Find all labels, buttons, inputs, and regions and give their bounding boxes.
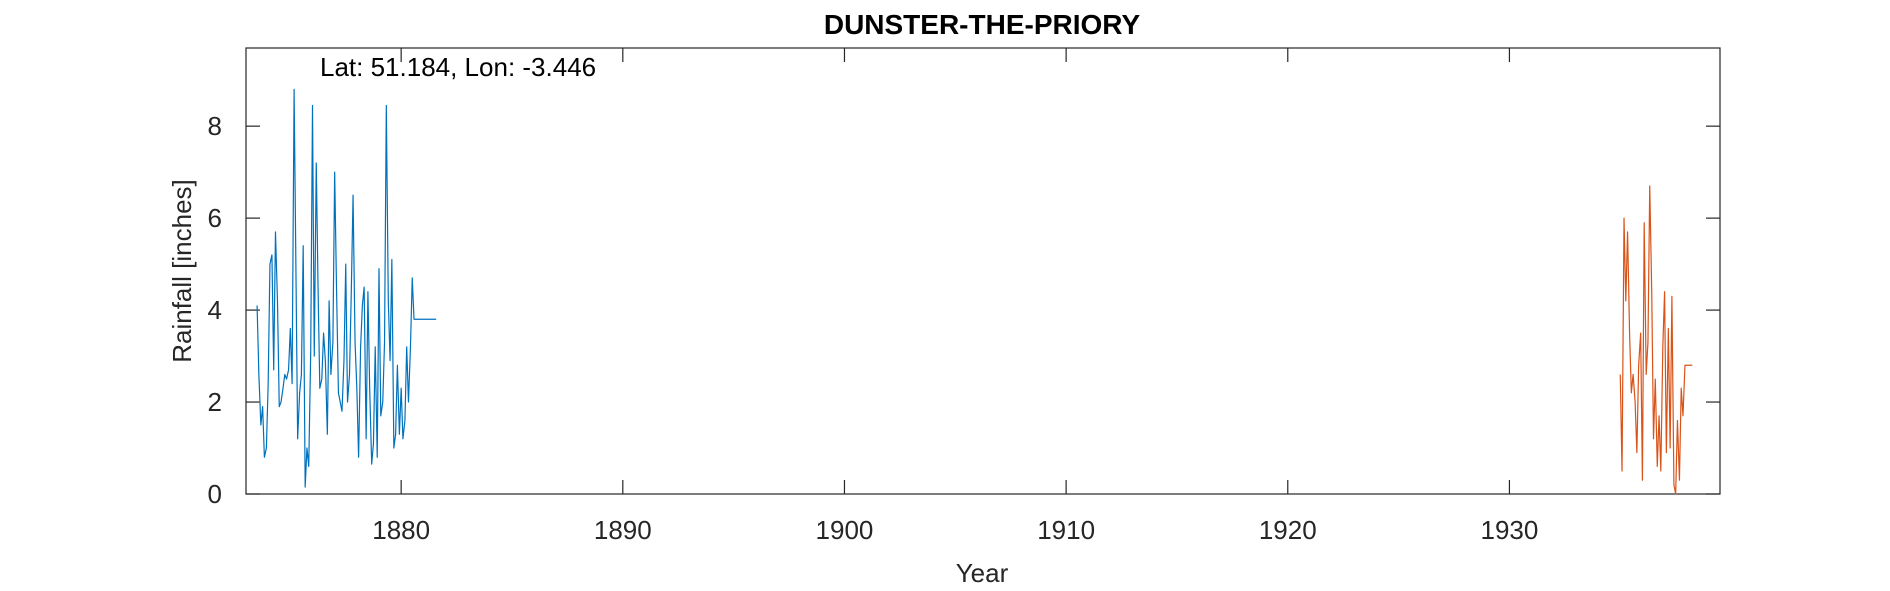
- y-tick-label: 6: [208, 203, 222, 233]
- series-line-2: [1619, 185, 1693, 495]
- x-tick-label: 1920: [1259, 515, 1317, 545]
- x-tick-label: 1880: [372, 515, 430, 545]
- chart-title: DUNSTER-THE-PRIORY: [824, 9, 1141, 40]
- coordinates-annotation: Lat: 51.184, Lon: -3.446: [320, 52, 596, 82]
- y-tick-label: 2: [208, 387, 222, 417]
- y-tick-label: 0: [208, 479, 222, 509]
- plot-area: [245, 47, 1721, 495]
- x-axis: 1880 1890 1900 1910 1920 1930: [372, 48, 1538, 545]
- x-tick-label: 1910: [1037, 515, 1095, 545]
- y-tick-label: 8: [208, 111, 222, 141]
- y-axis: 0 2 4 6 8: [208, 111, 1720, 509]
- x-tick-label: 1890: [594, 515, 652, 545]
- y-tick-label: 4: [208, 295, 222, 325]
- x-tick-label: 1930: [1481, 515, 1539, 545]
- y-axis-label: Rainfall [inches]: [167, 179, 197, 363]
- series-line-1: [256, 88, 437, 488]
- x-tick-label: 1900: [816, 515, 874, 545]
- series-layer: [256, 88, 1693, 495]
- x-axis-label: Year: [956, 558, 1009, 588]
